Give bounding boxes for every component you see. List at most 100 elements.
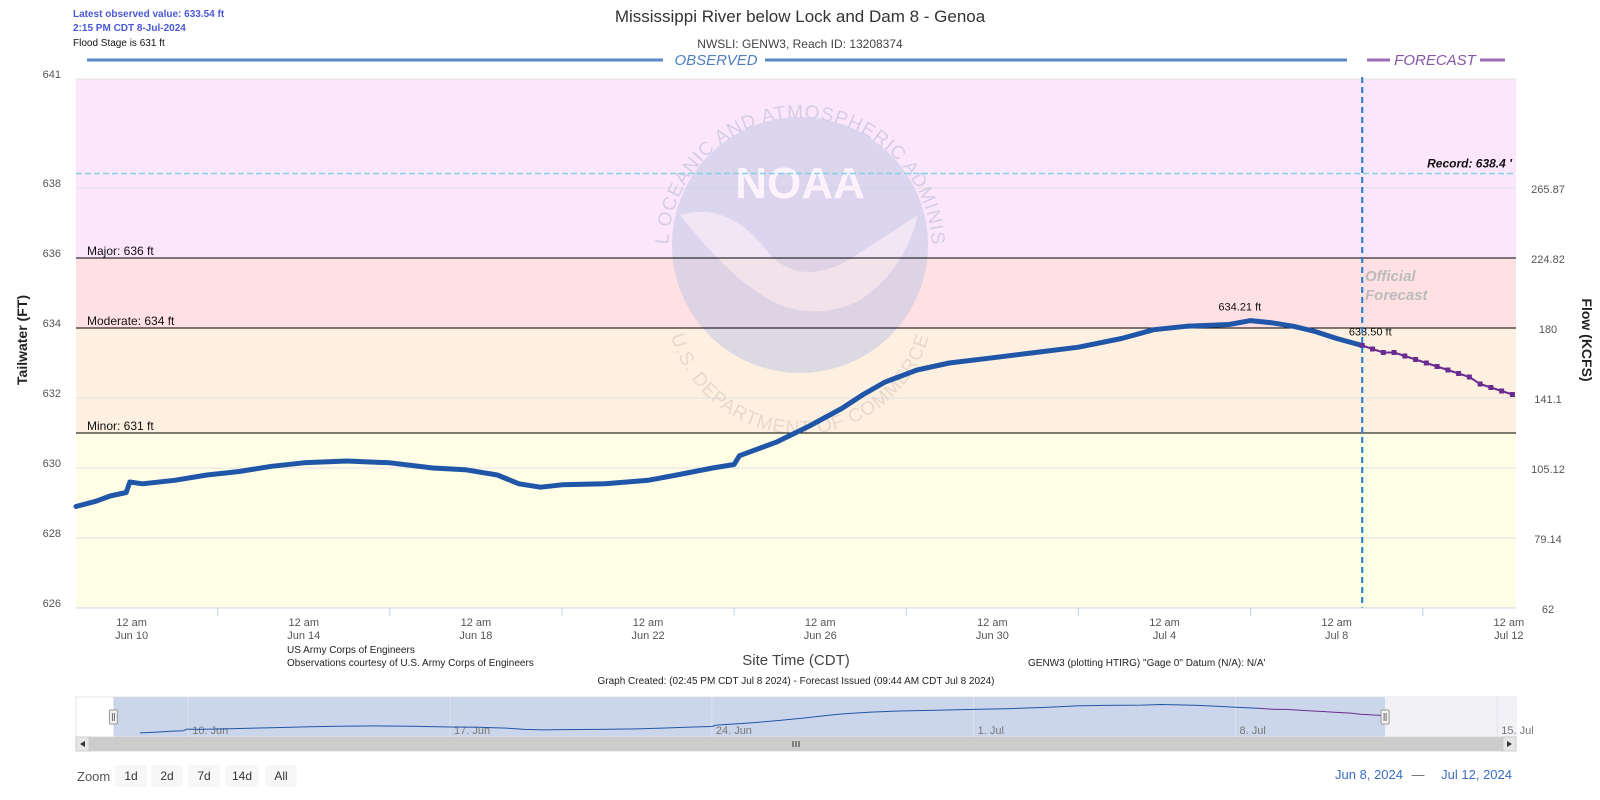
zoom-button-bg <box>265 765 297 787</box>
navigator[interactable]: 10. Jun 17. Jun 24. Jun 1. Jul 8. Jul 15. Jul <box>75 696 1534 738</box>
forecast-point <box>1413 357 1419 362</box>
scrollbar-grip-icon <box>792 741 800 747</box>
navigator-labels: 10. Jun 17. Jun 24. Jun 1. Jul 8. Jul 15. Jul <box>187 697 1534 737</box>
y-tick-label: 641 <box>43 69 61 81</box>
datum-note: GENW3 (plotting HTIRG) "Gage 0" Datum (N… <box>1028 658 1265 669</box>
forecast-point <box>1445 367 1451 373</box>
graph-created-note: Graph Created: (02:45 PM CDT Jul 8 2024)… <box>597 676 994 687</box>
agency-note: US Army Corps of Engineers <box>287 645 415 656</box>
observed-series-line <box>73 318 1365 509</box>
range-to-date[interactable]: Jul 12, 2024 <box>1441 767 1512 782</box>
y-tick-label: 634 <box>43 318 61 330</box>
zoom-button-bg <box>188 765 220 787</box>
navigator-label: 24. Jun <box>716 725 752 737</box>
x-tick-label-date: Jul 4 <box>1153 630 1176 642</box>
navigator-handle-body <box>1380 709 1390 725</box>
x-tick-label-date: Jul 12 <box>1494 630 1523 642</box>
range-separator: — <box>1412 767 1425 782</box>
zoom-button-7d[interactable]: 7d <box>188 765 220 787</box>
navigator-forecast-line <box>1257 707 1389 717</box>
zoom-button-all[interactable]: All <box>265 765 297 787</box>
official-forecast-label-line2: Forecast <box>1365 287 1429 304</box>
x-tick-label-date: Jun 10 <box>115 630 148 642</box>
navigator-selection[interactable] <box>113 697 1386 737</box>
x-tick-label-date: Jun 30 <box>976 630 1009 642</box>
x-tick-label: 12 am <box>633 617 664 629</box>
x-tick-label-date: Jun 26 <box>804 630 837 642</box>
navigator-handle-left[interactable] <box>108 709 118 725</box>
forecast-point <box>1509 392 1515 397</box>
x-tick-label-date: Jun 14 <box>287 630 320 642</box>
x-tick-label: 12 am <box>805 617 836 629</box>
x-tick-label: 12 am <box>288 617 319 629</box>
navigator-scrollbar[interactable] <box>75 736 1517 752</box>
range-from-date[interactable]: Jun 8, 2024 <box>1335 767 1403 782</box>
navigator-label: 1. Jul <box>978 725 1004 737</box>
zoom-button-2d[interactable]: 2d <box>151 765 183 787</box>
y-right-tick-label: 180 <box>1539 324 1557 336</box>
y-tick-label: 638 <box>43 178 61 190</box>
y-right-tick-label: 141.1 <box>1534 394 1562 406</box>
y-tick-label: 630 <box>43 458 61 470</box>
navigator-label: 8. Jul <box>1239 725 1265 737</box>
forecast-point <box>1423 360 1429 366</box>
forecast-point <box>1488 385 1494 390</box>
y-axis-right-title: Flow (KCFS) <box>1579 298 1595 381</box>
zoom-button-bg <box>225 765 259 787</box>
series-layer: 634.21 ft 633.50 ft <box>73 302 1515 509</box>
x-tick-label: 12 am <box>1321 617 1352 629</box>
navigator-handle-right[interactable] <box>1380 709 1390 725</box>
forecast-point <box>1477 381 1483 387</box>
flood-stage-note: Flood Stage is 631 ft <box>73 38 165 49</box>
observed-banner: OBSERVED <box>674 52 757 69</box>
x-tick-label-date: Jun 18 <box>459 630 492 642</box>
peak-data-label: 634.21 ft <box>1218 302 1261 314</box>
latest-time-label: 2:15 PM CDT 8-Jul-2024 <box>73 23 186 34</box>
forecast-point <box>1499 388 1505 394</box>
x-tick-label: 12 am <box>1149 617 1180 629</box>
x-tick-label-date: Jun 22 <box>632 630 665 642</box>
navigator-handle-body <box>108 709 118 725</box>
y-tick-label: 636 <box>43 248 61 260</box>
threshold-lines: Minor: 631 ft Moderate: 634 ft Major: 636 … <box>76 156 1516 434</box>
minor-flood-band <box>76 433 1516 608</box>
navigator-outside-mask <box>1385 697 1516 737</box>
x-tick-label: 12 am <box>1494 617 1525 629</box>
y-right-tick-label: 79.14 <box>1534 534 1562 546</box>
forecast-point <box>1434 364 1440 369</box>
x-tick-label: 12 am <box>461 617 492 629</box>
forecast-banner: FORECAST <box>1394 52 1478 69</box>
zoom-button-1d[interactable]: 1d <box>115 765 147 787</box>
y-right-tick-label: 105.12 <box>1531 464 1565 476</box>
zoom-button-label: 2d <box>160 769 173 783</box>
threshold-label-minor: Minor: 631 ft <box>87 419 154 433</box>
navigator-label: 15. Jul <box>1501 725 1533 737</box>
forecast-point <box>1380 350 1386 355</box>
zoom-button-14d[interactable]: 14d <box>225 765 259 787</box>
noaa-gull-icon <box>680 211 918 312</box>
zoom-button-label: All <box>274 769 287 783</box>
noaa-emblem-circle <box>672 117 928 373</box>
navigator-observed-line <box>139 703 1258 734</box>
scroll-left-arrow-icon <box>80 741 85 747</box>
zoom-button-label: 1d <box>124 769 137 783</box>
x-tick-label: 12 am <box>116 617 147 629</box>
zoom-button-label: 14d <box>232 769 252 783</box>
last-observed-data-label: 633.50 ft <box>1349 327 1392 339</box>
threshold-label-moderate: Moderate: 634 ft <box>87 314 175 328</box>
y-tick-label: 626 <box>43 598 61 610</box>
official-forecast-label-line1: Official <box>1365 268 1416 285</box>
threshold-label-major: Major: 636 ft <box>87 244 154 258</box>
y-axis-right: 62 79.14 105.12 141.1 180 224.82 265.87 <box>1531 184 1565 616</box>
forecast-point <box>1391 350 1397 355</box>
navigator-label: 10. Jun <box>192 725 228 737</box>
chart-title: Mississippi River below Lock and Dam 8 -… <box>615 7 986 26</box>
forecast-point <box>1466 374 1472 380</box>
zoom-button-bg <box>151 765 183 787</box>
forecast-point <box>1402 353 1408 359</box>
scroll-right-arrow-icon <box>1507 741 1512 747</box>
y-tick-label: 628 <box>43 528 61 540</box>
y-right-tick-label: 62 <box>1542 604 1554 616</box>
x-tick-label-date: Jul 8 <box>1325 630 1348 642</box>
